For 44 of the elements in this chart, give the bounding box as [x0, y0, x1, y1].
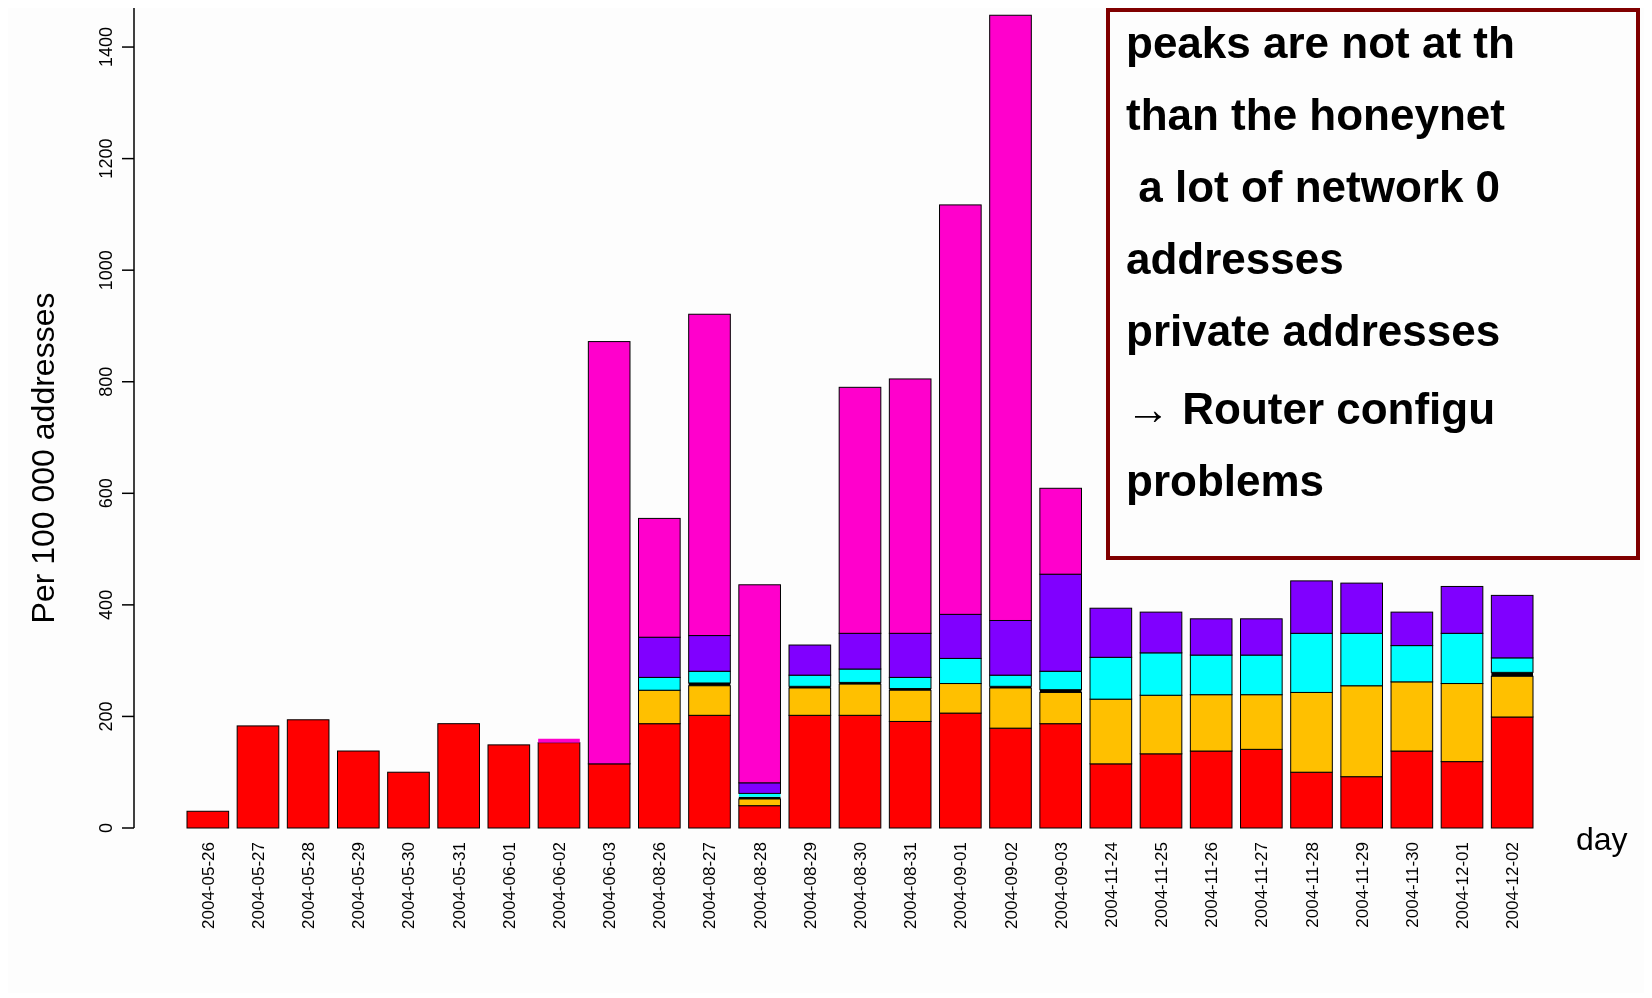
- x-tick-label: 2004-09-02: [1001, 842, 1021, 929]
- x-tick-label: 2004-11-26: [1202, 842, 1222, 928]
- annotation: → Router configu: [1126, 384, 1496, 433]
- x-tick-label: 2004-09-01: [951, 842, 971, 929]
- x-tick-label: 2004-11-28: [1302, 842, 1322, 928]
- x-tick-label: 2004-11-25: [1152, 842, 1172, 928]
- x-tick-label: 2004-06-01: [499, 842, 519, 929]
- x-tick-label: 2004-05-31: [449, 842, 469, 929]
- x-tick-label: 2004-06-03: [600, 842, 620, 929]
- annotation: a lot of network 0: [1126, 162, 1501, 211]
- x-tick-label: 2004-05-27: [248, 842, 268, 929]
- x-tick-label: 2004-12-01: [1453, 842, 1473, 929]
- x-tick-label: 2004-09-03: [1051, 842, 1071, 929]
- x-tick-label: 2004-05-29: [349, 842, 369, 929]
- y-tick-label: 0: [96, 822, 116, 834]
- y-tick-label: 600: [96, 478, 116, 509]
- y-tick-label: 1000: [96, 250, 116, 291]
- x-tick-label: 2004-08-31: [901, 842, 921, 929]
- x-tick-label: 2004-11-30: [1402, 842, 1422, 928]
- annotation: addresses: [1126, 234, 1344, 283]
- y-tick-label: 400: [96, 589, 116, 620]
- x-tick-label: 2004-08-27: [700, 842, 720, 929]
- x-tick-label: 2004-08-30: [851, 842, 870, 929]
- annotation: peaks are not at th: [1126, 18, 1515, 67]
- x-tick-label: 2004-05-30: [399, 842, 419, 929]
- x-tick-label: 2004-06-02: [549, 842, 569, 929]
- y-tick-label: 1200: [96, 138, 116, 179]
- x-axis-title: day: [1576, 821, 1628, 857]
- x-tick-label: 2004-05-26: [198, 842, 218, 929]
- x-tick-label: 2004-08-28: [750, 842, 770, 929]
- x-tick-label: 2004-12-02: [1503, 842, 1523, 929]
- x-tick-label: 2004-11-24: [1101, 842, 1121, 928]
- x-tick-label: 2004-11-27: [1252, 842, 1272, 928]
- y-tick-label: 200: [96, 701, 116, 732]
- annotation: problems: [1126, 456, 1325, 505]
- x-tick-label: 2004-11-29: [1352, 842, 1372, 928]
- x-tick-label: 2004-05-28: [299, 842, 319, 929]
- x-tick-label: 2004-08-26: [650, 842, 670, 929]
- annotation: than the honeynet: [1126, 90, 1506, 139]
- y-axis-title: Per 100 000 addresses: [25, 292, 61, 624]
- y-tick-label: 800: [96, 366, 116, 397]
- y-tick-label: 1400: [96, 27, 116, 68]
- annotation: private addresses: [1126, 306, 1501, 355]
- x-tick-label: 2004-08-29: [800, 842, 820, 929]
